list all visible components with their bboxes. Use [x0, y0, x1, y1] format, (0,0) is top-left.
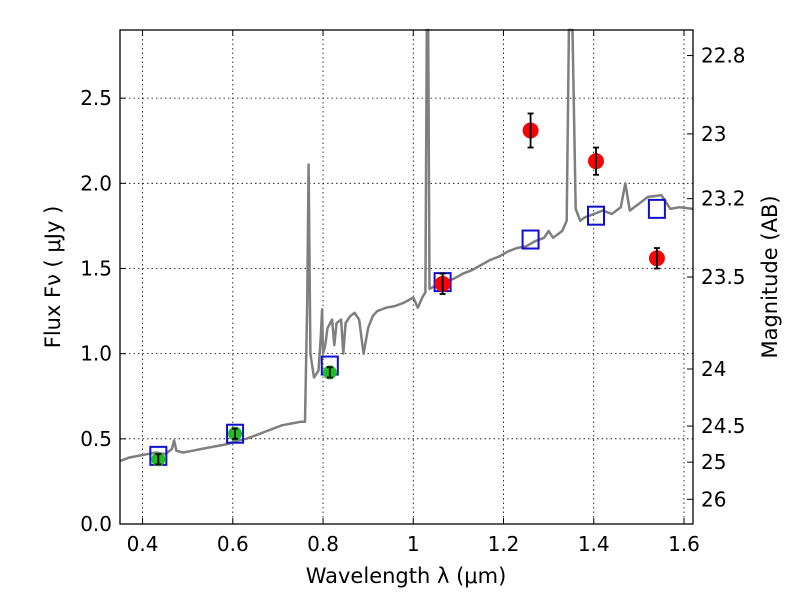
x-tick-label: 1.4: [578, 532, 610, 556]
y-tick-label: 1.5: [80, 256, 112, 280]
y2-tick-label: 23: [701, 122, 726, 146]
y-tick-label: 2.0: [80, 171, 112, 195]
tick-layer: 0.4 0.6 0.8 1 1.2 1.4 1.6 0.0 0.5 1.0 1.5 2.0 2.5 22.…: [80, 30, 746, 556]
model-spectrum-line: [119, 28, 694, 463]
grid-layer: [120, 30, 693, 525]
plot-frame: [119, 29, 694, 525]
x-tick-label: 1.2: [488, 532, 520, 556]
y2-tick-label: 22.8: [701, 44, 746, 68]
plot-layer: [119, 28, 694, 467]
x-tick-label: 0.6: [217, 532, 249, 556]
model-photometry-box: [647, 198, 666, 219]
x-axis-title: Wavelength λ (μm): [306, 564, 507, 588]
model-photometry-box: [586, 205, 605, 226]
model-photometry-box: [226, 423, 245, 444]
model-photometry-box: [521, 229, 540, 250]
x-tick-label: 0.4: [127, 532, 159, 556]
y-axis-title: Flux Fν ( μJy ): [41, 206, 65, 349]
y2-tick-label: 26: [701, 487, 726, 511]
y2-tick-label: 25: [701, 450, 726, 474]
y2-tick-label: 23.5: [701, 265, 746, 289]
y2-tick-label: 24.5: [701, 414, 746, 438]
y-tick-label: 2.5: [80, 86, 112, 110]
x-tick-label: 1: [407, 532, 420, 556]
y2-axis-title: Magnitude (AB): [758, 195, 782, 358]
y-tick-label: 0.0: [80, 512, 112, 536]
x-tick-label: 1.6: [668, 532, 700, 556]
y2-tick-label: 23.2: [701, 187, 746, 211]
y-tick-label: 1.0: [80, 342, 112, 366]
y-tick-label: 0.5: [80, 427, 112, 451]
x-tick-label: 0.8: [307, 532, 339, 556]
y2-tick-label: 24: [701, 357, 726, 381]
